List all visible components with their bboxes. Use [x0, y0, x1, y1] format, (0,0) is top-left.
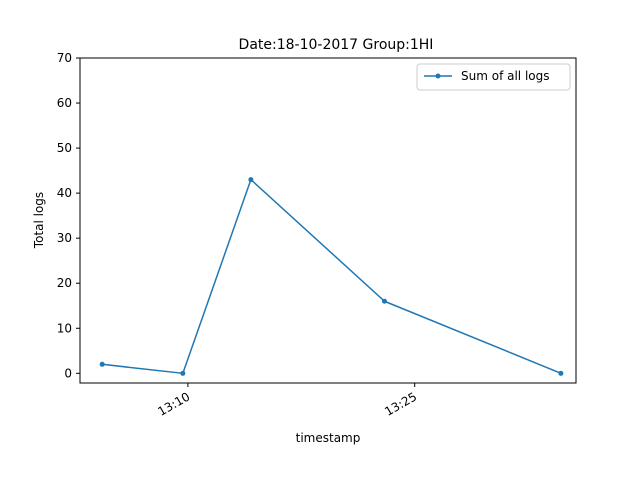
legend: Sum of all logs	[416, 63, 571, 91]
y-tick-label: 60	[57, 96, 72, 110]
data-point	[99, 361, 105, 367]
y-tick-label: 40	[57, 186, 72, 200]
y-tick-label: 50	[57, 141, 72, 155]
data-point	[248, 177, 254, 183]
x-axis-label: timestamp	[296, 431, 361, 445]
y-tick-label: 20	[57, 276, 72, 290]
data-point	[180, 370, 186, 376]
y-tick-label: 10	[57, 321, 72, 335]
legend-marker-swatch	[435, 73, 441, 79]
y-tick-label: 70	[57, 51, 72, 65]
chart-title: Date:18-10-2017 Group:1HI	[239, 37, 434, 53]
data-point	[381, 298, 387, 304]
y-axis-label: Total logs	[32, 192, 46, 249]
legend-entry-label: Sum of all logs	[461, 69, 550, 83]
y-tick-label: 30	[57, 231, 72, 245]
y-axis-ticks: 0 10 20 30 40 50 60 70	[57, 51, 80, 380]
y-tick-label: 0	[64, 366, 72, 380]
plot-frame	[79, 57, 577, 384]
legend-box	[416, 63, 571, 91]
series-layer	[99, 177, 564, 376]
data-point	[558, 370, 564, 376]
